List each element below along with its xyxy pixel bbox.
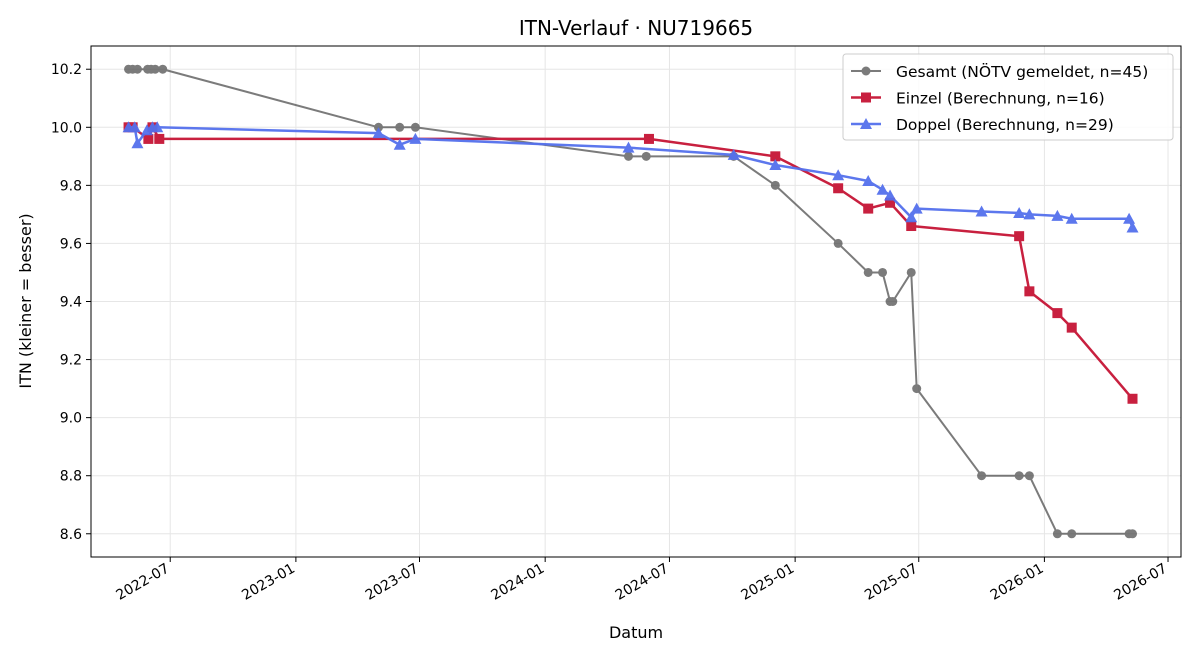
data-point-1 bbox=[1066, 322, 1077, 333]
data-point-0 bbox=[395, 122, 405, 132]
data-point-2 bbox=[622, 141, 635, 153]
y-axis-label: ITN (kleiner = besser) bbox=[16, 213, 35, 388]
data-point-1 bbox=[770, 151, 781, 162]
data-point-0 bbox=[132, 64, 142, 74]
data-point-2 bbox=[975, 205, 988, 217]
y-tick-label: 9.8 bbox=[60, 178, 82, 194]
data-point-0 bbox=[912, 384, 922, 394]
data-point-0 bbox=[410, 122, 420, 132]
data-point-2 bbox=[832, 169, 845, 181]
series-0 bbox=[124, 64, 1138, 539]
legend-frame bbox=[842, 53, 1174, 141]
data-point-1 bbox=[906, 221, 917, 232]
data-point-2 bbox=[884, 189, 897, 201]
data-point-1 bbox=[833, 183, 844, 194]
data-point-0 bbox=[977, 471, 987, 481]
legend-entry-0 bbox=[851, 66, 881, 76]
y-tick-label: 10.0 bbox=[51, 120, 82, 136]
data-point-0 bbox=[1067, 529, 1077, 539]
y-tick-label: 8.6 bbox=[60, 527, 82, 543]
series-2 bbox=[122, 121, 1139, 233]
data-point-1 bbox=[143, 133, 154, 144]
legend-marker-2 bbox=[860, 118, 872, 129]
data-point-0 bbox=[1024, 471, 1034, 481]
data-point-0 bbox=[1128, 529, 1138, 539]
data-point-0 bbox=[906, 267, 916, 277]
data-point-1 bbox=[1052, 308, 1063, 319]
data-point-1 bbox=[154, 133, 165, 144]
y-tick-label: 8.8 bbox=[60, 469, 82, 485]
data-point-2 bbox=[1123, 212, 1136, 224]
y-tick-label: 9.2 bbox=[60, 353, 82, 369]
legend-label-0: Gesamt (NÖTV gemeldet, n=45) bbox=[896, 62, 1148, 81]
legend-marker-1 bbox=[861, 92, 871, 103]
data-point-0 bbox=[833, 238, 843, 248]
data-point-1 bbox=[863, 203, 874, 214]
y-tick-label: 9.4 bbox=[60, 295, 82, 311]
legend-marker-0 bbox=[861, 66, 871, 76]
data-point-0 bbox=[641, 151, 651, 161]
data-point-0 bbox=[158, 64, 168, 74]
data-point-0 bbox=[863, 267, 873, 277]
y-tick-label: 9.0 bbox=[60, 411, 82, 427]
data-point-2 bbox=[409, 132, 422, 144]
data-point-2 bbox=[769, 159, 782, 171]
data-point-2 bbox=[1051, 209, 1064, 221]
y-tick-label: 10.2 bbox=[51, 62, 82, 78]
series-layer bbox=[122, 64, 1139, 539]
data-point-0 bbox=[150, 64, 160, 74]
data-point-0 bbox=[878, 267, 888, 277]
data-point-2 bbox=[372, 127, 385, 139]
legend: Gesamt (NÖTV gemeldet, n=45) Einzel (Bere… bbox=[842, 53, 1174, 141]
data-point-0 bbox=[1014, 471, 1024, 481]
data-point-2 bbox=[1065, 212, 1078, 224]
data-point-2 bbox=[128, 121, 141, 133]
data-point-2 bbox=[393, 138, 406, 150]
data-point-1 bbox=[1014, 231, 1025, 242]
data-point-0 bbox=[1052, 529, 1062, 539]
data-point-1 bbox=[885, 197, 896, 208]
data-point-0 bbox=[770, 180, 780, 190]
data-point-2 bbox=[151, 121, 164, 133]
data-point-2 bbox=[141, 124, 154, 136]
data-point-2 bbox=[1023, 208, 1036, 220]
data-point-2 bbox=[905, 211, 918, 223]
data-point-2 bbox=[910, 202, 923, 214]
x-axis-label: Datum bbox=[609, 623, 663, 642]
y-tick-label: 9.6 bbox=[60, 236, 82, 252]
data-point-0 bbox=[888, 297, 898, 306]
legend-label-1: Einzel (Berechnung, n=16) bbox=[896, 90, 1105, 108]
legend-entry-2 bbox=[851, 118, 881, 129]
chart-title: ITN-Verlauf · NU719665 bbox=[519, 16, 753, 40]
data-point-2 bbox=[1013, 206, 1026, 218]
data-point-2 bbox=[876, 183, 889, 195]
data-point-2 bbox=[1126, 221, 1139, 233]
data-point-1 bbox=[643, 133, 654, 144]
data-point-0 bbox=[623, 151, 633, 161]
legend-entry-1 bbox=[851, 92, 881, 103]
data-point-2 bbox=[862, 175, 875, 187]
data-point-1 bbox=[1127, 393, 1138, 404]
data-point-2 bbox=[727, 148, 740, 160]
legend-label-2: Doppel (Berechnung, n=29) bbox=[896, 116, 1114, 134]
data-point-2 bbox=[131, 137, 144, 149]
data-point-1 bbox=[1024, 286, 1035, 297]
